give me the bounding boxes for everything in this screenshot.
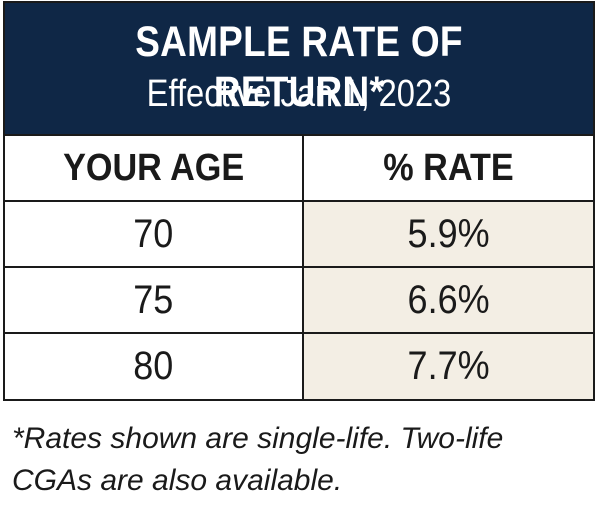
column-header-age: YOUR AGE <box>5 134 304 201</box>
age-cell: 75 <box>5 266 304 333</box>
rate-cell: 5.9% <box>303 200 593 267</box>
footnote-line-2: CGAs are also available. <box>12 464 343 497</box>
age-cell: 80 <box>5 332 304 399</box>
table-row: 70 5.9% <box>5 200 593 267</box>
age-value: 70 <box>133 211 174 256</box>
age-value: 80 <box>133 344 174 388</box>
table-row: 75 6.6% <box>5 266 593 333</box>
column-header-rate-label: % RATE <box>383 146 514 189</box>
rate-table-card: SAMPLE RATE OF RETURN* Effective Jan 1, … <box>3 1 595 401</box>
footnote-line-1: *Rates shown are single-life. Two-life <box>12 422 504 455</box>
rates-table: YOUR AGE % RATE 70 5.9% 75 6.6% 80 7.7% <box>5 134 593 399</box>
rate-value: 6.6% <box>407 277 490 322</box>
age-cell: 70 <box>5 200 304 267</box>
rate-value: 7.7% <box>407 344 490 388</box>
rate-value: 5.9% <box>407 211 490 256</box>
column-header-age-label: YOUR AGE <box>62 146 245 189</box>
table-row: 80 7.7% <box>5 332 593 399</box>
table-header: SAMPLE RATE OF RETURN* Effective Jan 1, … <box>5 3 593 134</box>
effective-date: Effective Jan 1, 2023 <box>146 73 452 115</box>
page-title: SAMPLE RATE OF RETURN* <box>135 18 463 116</box>
column-header-rate: % RATE <box>303 134 593 201</box>
table-header-row: YOUR AGE % RATE <box>5 134 593 201</box>
rate-cell: 6.6% <box>303 266 593 333</box>
rate-cell: 7.7% <box>303 332 593 399</box>
age-value: 75 <box>133 277 174 322</box>
footnote: *Rates shown are single-life. Two-life C… <box>12 418 592 502</box>
